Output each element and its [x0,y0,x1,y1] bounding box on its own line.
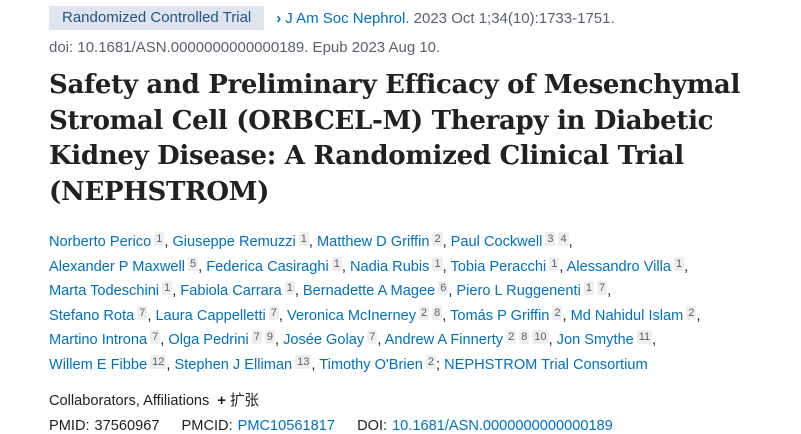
affiliation-marker[interactable]: 1 [284,281,295,295]
expand-label[interactable]: 扩张 [229,393,260,409]
author-link[interactable]: Stefano Rota [49,307,135,324]
affiliation-marker[interactable]: 7 [367,330,378,344]
author-link[interactable]: Josée Golay [283,332,365,348]
author-link[interactable]: Alessandro Villa [566,258,672,275]
affiliation-marker[interactable]: 7 [137,305,148,320]
author-link[interactable]: Laura Cappelletti [155,307,266,324]
author-link[interactable]: Marta Todeschini [49,283,160,299]
author-link[interactable]: Bernadette A Magee [302,283,436,299]
collaborators-affiliations[interactable]: Collaborators, Affiliations + 扩张 [49,389,789,410]
journal-link[interactable]: J Am Soc Nephrol. [285,9,410,27]
affiliation-marker[interactable]: 7 [251,330,262,344]
author-link[interactable]: Md Nahidul Islam [570,307,684,324]
collaborators-label[interactable]: Collaborators, Affiliations [49,393,210,409]
affiliation-marker[interactable]: 9 [264,330,275,344]
author-link[interactable]: Tomás P Griffin [450,307,550,324]
author-link[interactable]: Stephen J Elliman [174,356,293,373]
affiliation-marker[interactable]: 10 [532,330,549,344]
affiliation-marker[interactable]: 2 [552,305,563,320]
author-link[interactable]: Andrew A Finnerty [384,332,504,348]
affiliation-marker[interactable]: 6 [438,281,449,295]
author-link[interactable]: Willem E Fibbe [49,356,148,373]
affiliation-marker[interactable]: 1 [549,256,560,271]
author-link[interactable]: Nadia Rubis [349,258,430,275]
citation-details: 2023 Oct 1;34(10):1733-1751. [413,9,615,27]
affiliation-marker[interactable]: 11 [636,330,653,344]
author-list: Norberto Perico 1, Giuseppe Remuzzi 1, Mat… [49,232,701,373]
affiliation-marker[interactable]: 2 [432,232,443,246]
affiliation-marker[interactable]: 7 [596,281,608,295]
author-link[interactable]: Veronica McInerney [287,307,416,324]
consortium-link[interactable]: NEPHSTROM Trial Consortium [444,356,648,373]
affiliation-marker[interactable]: 7 [150,330,161,344]
citation: › J Am Soc Nephrol. 2023 Oct 1;34(10):173… [276,10,614,27]
affiliation-marker[interactable]: 1 [432,256,443,271]
affiliation-marker[interactable]: 1 [162,281,173,295]
affiliation-marker[interactable]: 13 [295,354,312,369]
affiliation-marker[interactable]: 2 [425,354,436,369]
article-title: Safety and Preliminary Efficacy of Mesen… [49,70,741,207]
chevron-right-icon[interactable]: › [276,9,282,27]
author-link[interactable]: Timothy O'Brien [319,356,423,373]
affiliation-marker[interactable]: 1 [298,232,309,246]
affiliation-marker[interactable]: 8 [519,330,530,344]
author-link[interactable]: Norberto Perico [49,234,152,250]
affiliation-marker[interactable]: 1 [674,256,685,271]
affiliation-marker[interactable]: 2 [506,330,517,344]
affiliation-marker[interactable]: 1 [154,232,165,246]
affiliation-marker[interactable]: 4 [558,232,569,246]
author-link[interactable]: Matthew D Griffin [316,234,430,250]
affiliation-marker[interactable]: 1 [331,256,342,271]
affiliation-marker[interactable]: 1 [583,281,594,295]
author-link[interactable]: Federica Casiraghi [206,258,329,275]
affiliation-marker[interactable]: 8 [432,305,443,320]
author-link[interactable]: Fabiola Carrara [180,283,282,299]
author-link[interactable]: Alexander P Maxwell [49,258,186,275]
author-link[interactable]: Paul Cockwell [450,234,543,250]
affiliation-marker[interactable]: 2 [686,305,697,320]
author-link[interactable]: Jon Smythe [556,332,634,348]
affiliation-marker[interactable]: 7 [268,305,279,320]
doi-line: doi: 10.1681/ASN.0000000000000189. Epub … [49,39,441,56]
author-link[interactable]: Piero L Ruggenenti [456,283,581,299]
identifiers: PMID: 37560967 PMCID: PMC10561817 DOI: 10.1… [49,418,789,434]
pmcid-label: PMCID: [181,418,233,434]
affiliation-marker[interactable]: 3 [545,232,556,246]
author-link[interactable]: Olga Pedrini [168,332,249,348]
affiliation-marker[interactable]: 5 [188,256,199,271]
doi-label: DOI: [357,418,388,434]
pmid-value: 37560967 [94,418,160,434]
doi-link[interactable]: 10.1681/ASN.0000000000000189 [392,418,613,434]
author-link[interactable]: Giuseppe Remuzzi [172,234,296,250]
pmcid-link[interactable]: PMC10561817 [237,418,335,434]
author-link[interactable]: Tobia Peracchi [450,258,547,275]
article-type-badge: Randomized Controlled Trial [49,6,265,30]
affiliation-marker[interactable]: 12 [150,354,167,369]
plus-icon[interactable]: + [217,393,226,409]
author-link[interactable]: Martino Introna [49,332,148,348]
pmid-label: PMID: [49,418,90,434]
affiliation-marker[interactable]: 2 [419,305,430,320]
